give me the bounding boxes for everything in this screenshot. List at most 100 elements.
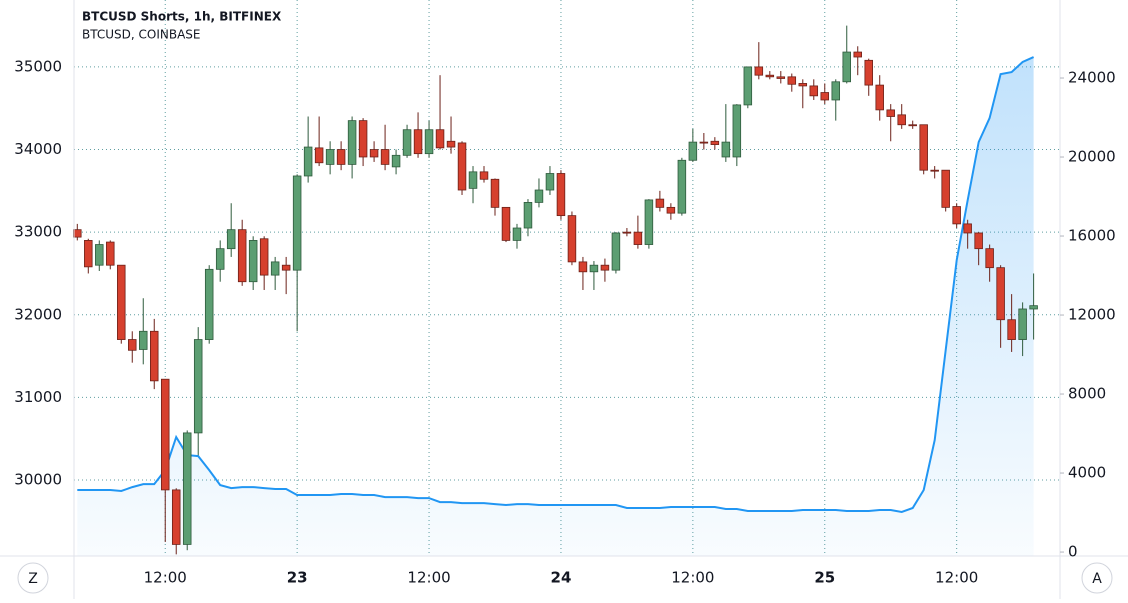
candle-body — [490, 178, 500, 208]
candle-body — [347, 120, 357, 165]
candle-body — [380, 149, 390, 165]
candle-body — [776, 76, 786, 79]
candle-body — [556, 173, 566, 217]
y-tick-label: 34000 — [14, 140, 62, 158]
candle-body — [523, 202, 533, 229]
line-area — [77, 57, 1034, 556]
candle-body — [787, 76, 797, 85]
candle-body — [325, 149, 335, 165]
candle-body — [721, 141, 731, 158]
candle-body — [402, 129, 412, 156]
candle-body — [281, 264, 291, 271]
candle-body — [215, 248, 225, 270]
candle-body — [611, 232, 621, 271]
candle-body — [270, 261, 280, 276]
candle-body — [446, 140, 456, 148]
x-tick-label: 24 — [551, 569, 572, 587]
candle-body — [1018, 308, 1027, 340]
candle-body — [95, 244, 104, 266]
candle-body — [193, 339, 203, 434]
y2-tick-label: 16000 — [1068, 227, 1116, 245]
candle-body — [644, 199, 654, 245]
candle-body — [336, 149, 346, 165]
candle-body — [688, 141, 698, 161]
candle-body — [622, 231, 632, 234]
candle-body — [479, 171, 489, 180]
right-button-label[interactable]: A — [1092, 571, 1102, 587]
candle-body — [886, 109, 895, 117]
candle-body — [677, 159, 687, 214]
labels: 30000 31000 32000 33000 34000 35000 0 4000 8000 1… — [14, 57, 1115, 586]
candle-body — [457, 142, 467, 191]
candle-body — [908, 124, 917, 127]
candle-body — [567, 215, 577, 263]
candle-body — [831, 81, 841, 101]
candle-body — [314, 147, 324, 164]
candle-body — [974, 232, 983, 250]
candle-body — [710, 140, 720, 145]
candle-body — [666, 206, 676, 214]
candle-body — [655, 198, 665, 208]
candle-body — [864, 59, 873, 86]
candle-body — [435, 129, 445, 149]
candle-body — [73, 229, 82, 238]
candle-body — [106, 241, 115, 266]
candle-body — [534, 189, 544, 203]
y2-tick-label: 4000 — [1068, 464, 1106, 482]
y-tick-label: 32000 — [14, 305, 62, 323]
right-button[interactable]: A — [1081, 562, 1113, 594]
candle-body — [358, 120, 368, 158]
candle-body — [798, 83, 808, 87]
candle-body — [743, 66, 753, 106]
grid — [74, 0, 1060, 556]
candle-body — [765, 74, 775, 78]
line — [77, 56, 1035, 514]
candle-body — [424, 129, 434, 155]
candle-body — [160, 378, 170, 491]
candle-body — [226, 229, 236, 250]
candle-body — [853, 51, 862, 58]
x-tick-label: 12:00 — [144, 569, 187, 587]
x-tick-label: 12:00 — [407, 569, 450, 587]
candle-body — [963, 223, 972, 234]
candle-body — [171, 489, 181, 545]
candle-body — [259, 238, 269, 276]
candle-body — [117, 264, 126, 340]
y-tick-label: 31000 — [14, 388, 62, 406]
candle-body — [501, 206, 511, 241]
y2-tick-label: 8000 — [1068, 385, 1106, 403]
candle-body — [754, 66, 764, 76]
candle-body — [919, 124, 928, 171]
candle-body — [182, 432, 192, 545]
candle-body — [600, 264, 610, 271]
y2-tick-label: 12000 — [1068, 306, 1116, 324]
y2-tick-label: 24000 — [1068, 69, 1116, 87]
candle-body — [413, 129, 423, 155]
candle-body — [589, 264, 599, 273]
left-button-label[interactable]: Z — [28, 571, 38, 587]
candle-body — [128, 339, 137, 351]
candle-body — [204, 268, 214, 340]
plot-area — [73, 25, 1038, 556]
candle-body — [820, 92, 830, 101]
left-button-circle[interactable] — [17, 562, 49, 594]
candle-body — [897, 114, 906, 126]
candle-body — [139, 330, 148, 350]
legend-series-candles: BTCUSD, COINBASE — [82, 28, 201, 42]
candle-body — [633, 231, 643, 245]
right-button-circle[interactable] — [1081, 562, 1113, 594]
candle-body — [996, 267, 1005, 321]
candle-body — [248, 240, 258, 283]
candle-body — [985, 248, 994, 269]
x-tick-label: 25 — [814, 569, 835, 587]
candle-body — [84, 240, 93, 268]
candle-body — [149, 330, 159, 382]
candle-body — [809, 85, 819, 97]
candle-body — [842, 51, 851, 83]
candle-body — [369, 149, 379, 158]
legend-series-line: BTCUSD Shorts, 1h, BITFINEX — [82, 10, 282, 24]
left-button[interactable]: Z — [17, 562, 49, 594]
candle-body — [941, 169, 950, 208]
candle-body — [875, 84, 884, 111]
candle-body — [545, 173, 555, 191]
